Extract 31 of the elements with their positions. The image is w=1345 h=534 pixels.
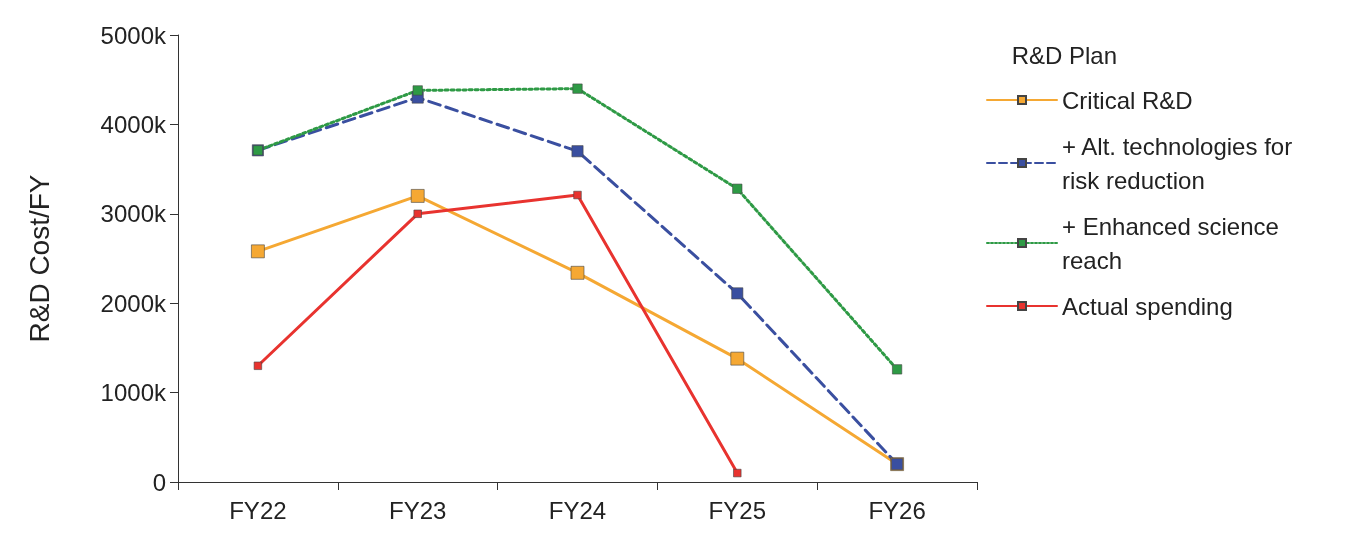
point [410,189,425,203]
point [892,364,903,375]
legend-label: Critical R&D [1062,86,1193,114]
point [572,83,583,94]
legend-title: R&D Plan [1011,41,1117,69]
legend-label: + Alt. technologies for risk reduction [1062,132,1299,194]
y-tick-label: 2000k [100,289,167,317]
point [251,244,265,259]
x-tick-label: FY23 [389,496,447,524]
point [573,190,582,200]
point [731,287,744,300]
point [412,85,423,96]
y-tick-label: 4000k [100,110,167,138]
x-tick-label: FY24 [548,496,607,524]
point [733,468,742,478]
point [413,209,422,218]
x-tick-label: FY26 [868,496,926,524]
point [570,266,585,280]
x-tick-label: FY22 [229,496,287,524]
y-tick-label: 5000k [100,21,167,49]
point [253,361,262,370]
y-tick-label: 3000k [100,200,167,228]
legend-label: + Enhanced science reach [1062,212,1286,274]
x-tick-label: FY25 [708,496,766,524]
y-tick-label: 1000k [100,379,167,407]
y-axis-title: R&D Cost/FY [23,174,55,343]
y-tick-label: 0 [152,468,166,496]
legend-label: Actual spending [1062,292,1233,320]
point [732,183,743,194]
point [571,145,584,158]
point [730,351,745,366]
